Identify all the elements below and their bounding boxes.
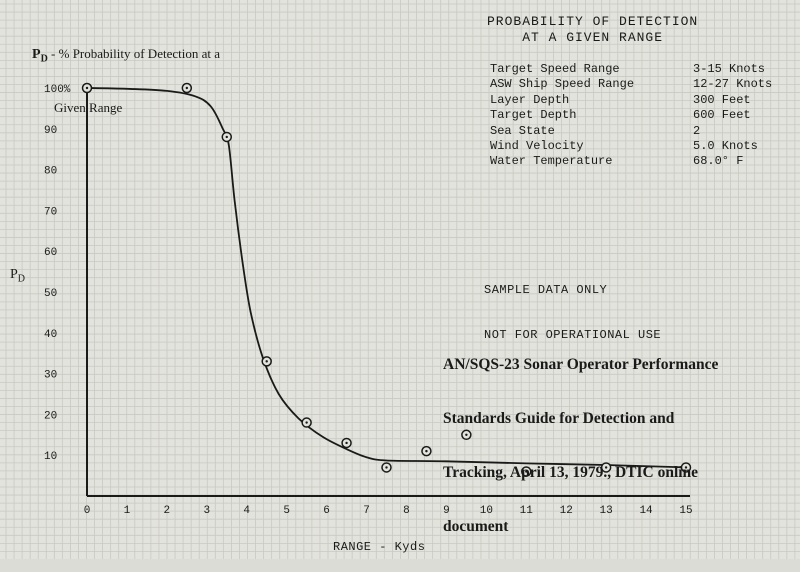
data-point <box>341 437 352 449</box>
tick-labels: 0 1 2 3 4 5 6 7 8 9 10 11 12 13 14 15100%90807060504030… <box>44 84 693 517</box>
data-point <box>381 462 392 473</box>
x-tick-label: 12 <box>560 505 573 517</box>
data-points <box>81 82 692 477</box>
data-point-dot <box>85 86 89 90</box>
data-point <box>221 131 233 143</box>
citation-line-4: document <box>443 518 509 535</box>
x-tick-label: 14 <box>639 505 653 517</box>
x-tick-label: 6 <box>323 505 330 517</box>
y-tick-label: 60 <box>44 247 57 259</box>
data-point <box>461 429 472 441</box>
conditions-values: 3-15 Knots 12-27 Knots 300 Feet 600 Feet 2 5.… <box>693 62 772 170</box>
x-tick-label: 5 <box>283 505 290 517</box>
data-point-dot <box>604 466 608 469</box>
y-tick-label: 90 <box>44 125 57 137</box>
condition-value: 3-15 Knots <box>693 62 766 76</box>
y-tick-label: 70 <box>44 206 57 218</box>
data-point-dot <box>525 470 528 473</box>
data-point-dot <box>345 441 348 445</box>
y-tick-label: 10 <box>44 451 57 463</box>
x-tick-label: 9 <box>443 505 450 517</box>
data-point-dot <box>465 433 468 436</box>
y-tick-label: 30 <box>44 370 57 382</box>
y-tick-label: 50 <box>44 288 57 300</box>
citation-line-1: AN/SQS-23 Sonar Operator Performance <box>443 356 719 373</box>
citation-line-3: Tracking, April 13, 1979., DTIC online <box>443 464 699 481</box>
data-point-dot <box>385 466 388 469</box>
x-tick-label: 0 <box>84 505 91 517</box>
condition-name: Target Depth <box>490 108 577 123</box>
x-tick-label: 3 <box>203 505 210 517</box>
data-point <box>421 445 432 457</box>
data-point-dot <box>185 86 189 90</box>
data-point <box>521 466 532 477</box>
y-title-sub: D <box>40 53 48 65</box>
chart-figure: 0 1 2 3 4 5 6 7 8 9 10 11 12 13 14 15 100% 90 80 70 60 50 40 30… <box>0 0 800 559</box>
data-point-dot <box>305 421 308 424</box>
condition-value: 600 Feet <box>693 108 751 123</box>
x-tick-label: 13 <box>600 505 613 517</box>
grid <box>0 0 800 559</box>
y-title-p: P <box>32 47 41 62</box>
data-point <box>181 82 193 94</box>
chart-title: PROBABILITY OF DETECTION AT A GIVEN RANG… <box>487 14 699 45</box>
data-point <box>680 462 692 473</box>
condition-value: 2 <box>693 123 701 138</box>
data-point <box>81 82 93 94</box>
y-title-text: - % Probability of Detection at a <box>47 46 220 61</box>
x-tick-label: 11 <box>520 505 534 517</box>
sample-notice: SAMPLE DATA ONLY NOT FOR OPERATIONAL USE <box>484 253 661 373</box>
data-point-dot <box>425 449 428 453</box>
sample-line-1: SAMPLE DATA ONLY <box>484 283 608 297</box>
plot-area: 0 1 2 3 4 5 6 7 8 9 10 11 12 13 14 15100%90807060504030… <box>0 0 800 559</box>
conditions-names: Target Speed Range ASW Ship Speed Range La… <box>490 62 634 170</box>
condition-name: ASW Ship Speed Range <box>490 77 635 92</box>
condition-value: 12-27 Knots <box>693 77 773 92</box>
condition-name: Sea State <box>490 123 555 138</box>
y-tick-label: 40 <box>44 329 57 341</box>
data-point <box>301 417 312 428</box>
x-tick-label: 1 <box>124 505 131 517</box>
y-tick-label: 80 <box>44 166 57 178</box>
x-tick-label: 4 <box>243 505 250 517</box>
y-axis-side-label: PD <box>10 267 26 285</box>
citation: AN/SQS-23 Sonar Operator Performance Sta… <box>443 320 718 572</box>
y-axis-title-top: PD - % Probability of Detection at a Giv… <box>32 14 220 148</box>
condition-value: 5.0 Knots <box>693 139 758 154</box>
condition-name: Target Speed Range <box>490 62 620 76</box>
y-tick-label: 20 <box>44 410 57 422</box>
x-tick-label: 2 <box>164 505 171 517</box>
condition-name: Water Temperature <box>490 154 613 169</box>
data-point-dot <box>684 466 688 469</box>
x-tick-label: 8 <box>403 505 410 517</box>
data-point <box>261 356 272 367</box>
data-point-dot <box>225 135 228 139</box>
x-axis-title: RANGE - Kyds <box>333 540 426 554</box>
condition-value: 300 Feet <box>693 92 751 107</box>
axes <box>86 84 690 497</box>
x-tick-label: 10 <box>480 505 493 517</box>
citation-line-2: Standards Guide for Detection and <box>443 410 675 427</box>
data-point-dot <box>265 360 268 363</box>
data-point <box>600 462 612 473</box>
condition-name: Wind Velocity <box>490 139 584 154</box>
x-tick-label: 7 <box>363 505 370 517</box>
condition-name: Layer Depth <box>490 92 570 107</box>
y-title-line2: Given Range <box>54 99 123 115</box>
sample-line-2: NOT FOR OPERATIONAL USE <box>484 328 662 342</box>
x-tick-label: 15 <box>679 505 692 517</box>
y-tick-label: 100% <box>44 84 71 96</box>
condition-value: 68.0° F <box>693 154 744 169</box>
